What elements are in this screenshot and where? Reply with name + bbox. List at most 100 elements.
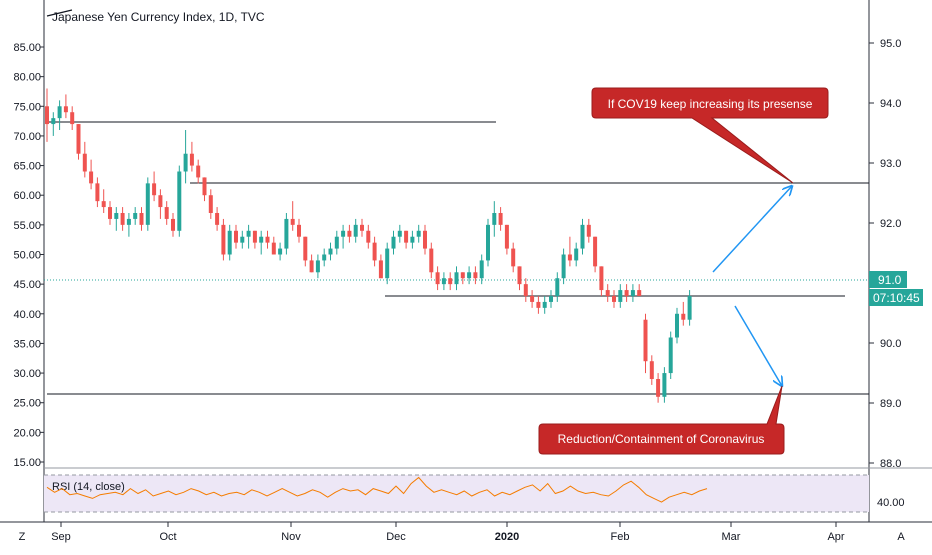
candle-body[interactable] xyxy=(177,171,182,231)
candle-body[interactable] xyxy=(423,230,427,249)
candle-body[interactable] xyxy=(315,260,320,273)
candle-body[interactable] xyxy=(366,230,371,243)
candle-body[interactable] xyxy=(196,165,201,178)
candle-body[interactable] xyxy=(599,266,604,291)
candle-body[interactable] xyxy=(95,183,100,202)
candle-body[interactable] xyxy=(108,207,112,219)
candle-body[interactable] xyxy=(284,218,289,249)
candle-body[interactable] xyxy=(183,153,188,172)
candle-body[interactable] xyxy=(202,177,207,196)
candle-body[interactable] xyxy=(290,218,295,225)
candle-body[interactable] xyxy=(662,373,667,397)
candle-body[interactable] xyxy=(145,183,150,225)
candle-body[interactable] xyxy=(435,272,440,285)
candle-body[interactable] xyxy=(448,278,453,285)
candle-body[interactable] xyxy=(347,230,352,237)
time-axis[interactable]: Sep Oct Nov Dec 2020 Feb Mar Apr xyxy=(51,522,845,543)
candle-body[interactable] xyxy=(397,230,402,237)
candle-body[interactable] xyxy=(152,183,157,196)
candle-body[interactable] xyxy=(57,106,62,119)
candle-body[interactable] xyxy=(265,236,270,243)
candle-body[interactable] xyxy=(114,213,119,219)
candle-body[interactable] xyxy=(637,290,642,296)
candle-body[interactable] xyxy=(101,201,106,208)
candle-body[interactable] xyxy=(385,248,390,279)
candle-body[interactable] xyxy=(454,272,459,285)
candle-body[interactable] xyxy=(259,236,264,243)
candle-body[interactable] xyxy=(240,236,245,243)
candle-body[interactable] xyxy=(404,230,409,243)
candle-body[interactable] xyxy=(504,224,509,249)
candle-body[interactable] xyxy=(593,236,598,267)
candle-body[interactable] xyxy=(498,213,503,225)
candle-body[interactable] xyxy=(416,230,421,237)
up-projection-arrow[interactable] xyxy=(712,186,792,273)
candle-body[interactable] xyxy=(687,296,692,320)
candle-body[interactable] xyxy=(120,213,125,225)
down-projection-arrow[interactable] xyxy=(734,305,782,386)
candle-body[interactable] xyxy=(271,242,276,255)
candle-body[interactable] xyxy=(76,124,81,154)
candle-body[interactable] xyxy=(158,195,163,208)
candle-body[interactable] xyxy=(303,236,308,261)
callout-bottom[interactable] xyxy=(538,385,785,455)
candle-body[interactable] xyxy=(246,230,251,237)
candle-body[interactable] xyxy=(479,260,484,279)
candle-body[interactable] xyxy=(486,224,490,261)
candle-body[interactable] xyxy=(252,230,257,243)
candle-body[interactable] xyxy=(681,313,686,320)
candle-body[interactable] xyxy=(89,171,94,184)
candle-body[interactable] xyxy=(511,248,516,267)
log-scale-toggle[interactable]: Z xyxy=(19,531,26,543)
candle-body[interactable] xyxy=(612,296,616,302)
candle-body[interactable] xyxy=(372,242,377,261)
candle-body[interactable] xyxy=(133,213,138,219)
candle-body[interactable] xyxy=(429,248,434,273)
candle-body[interactable] xyxy=(328,248,333,255)
candle-body[interactable] xyxy=(586,224,591,237)
candle-body[interactable] xyxy=(70,112,75,125)
candle-body[interactable] xyxy=(561,254,566,279)
candle-body[interactable] xyxy=(605,290,610,296)
candle-body[interactable] xyxy=(649,361,654,379)
candle-body[interactable] xyxy=(536,301,541,308)
candle-body[interactable] xyxy=(322,254,327,261)
candle-body[interactable] xyxy=(549,296,553,302)
candle-body[interactable] xyxy=(45,106,49,125)
candle-body[interactable] xyxy=(126,218,131,225)
candle-body[interactable] xyxy=(473,272,478,279)
candle-body[interactable] xyxy=(542,301,547,308)
candle-body[interactable] xyxy=(567,254,572,261)
candle-body[interactable] xyxy=(574,248,579,261)
candle-body[interactable] xyxy=(353,224,358,237)
candle-body[interactable] xyxy=(164,207,169,219)
callout-top[interactable] xyxy=(591,87,829,184)
candle-body[interactable] xyxy=(208,195,213,213)
auto-scale-toggle[interactable]: A xyxy=(897,531,905,543)
candle-body[interactable] xyxy=(171,218,175,231)
candle-body[interactable] xyxy=(675,313,679,338)
candle-body[interactable] xyxy=(656,379,661,397)
candle-body[interactable] xyxy=(523,284,528,296)
candle-body[interactable] xyxy=(341,230,346,237)
candle-body[interactable] xyxy=(63,106,68,113)
candle-body[interactable] xyxy=(334,236,339,249)
candle-body[interactable] xyxy=(139,213,144,225)
candle-body[interactable] xyxy=(668,337,673,374)
candle-body[interactable] xyxy=(492,213,497,225)
candle-body[interactable] xyxy=(441,278,446,285)
candle-body[interactable] xyxy=(297,224,301,237)
candle-body[interactable] xyxy=(624,290,629,296)
candle-body[interactable] xyxy=(530,296,535,302)
candle-body[interactable] xyxy=(309,260,314,273)
candle-body[interactable] xyxy=(82,153,87,172)
candle-body[interactable] xyxy=(410,236,415,243)
candle-body[interactable] xyxy=(221,224,226,255)
candle-body[interactable] xyxy=(517,266,522,285)
candle-body[interactable] xyxy=(378,260,383,279)
right-price-axis[interactable]: 95.0 94.0 93.0 92.0 90.0 89.0 88.0 xyxy=(869,38,901,470)
candle-body[interactable] xyxy=(618,290,623,302)
candle-body[interactable] xyxy=(580,224,585,249)
candle-body[interactable] xyxy=(643,319,648,362)
